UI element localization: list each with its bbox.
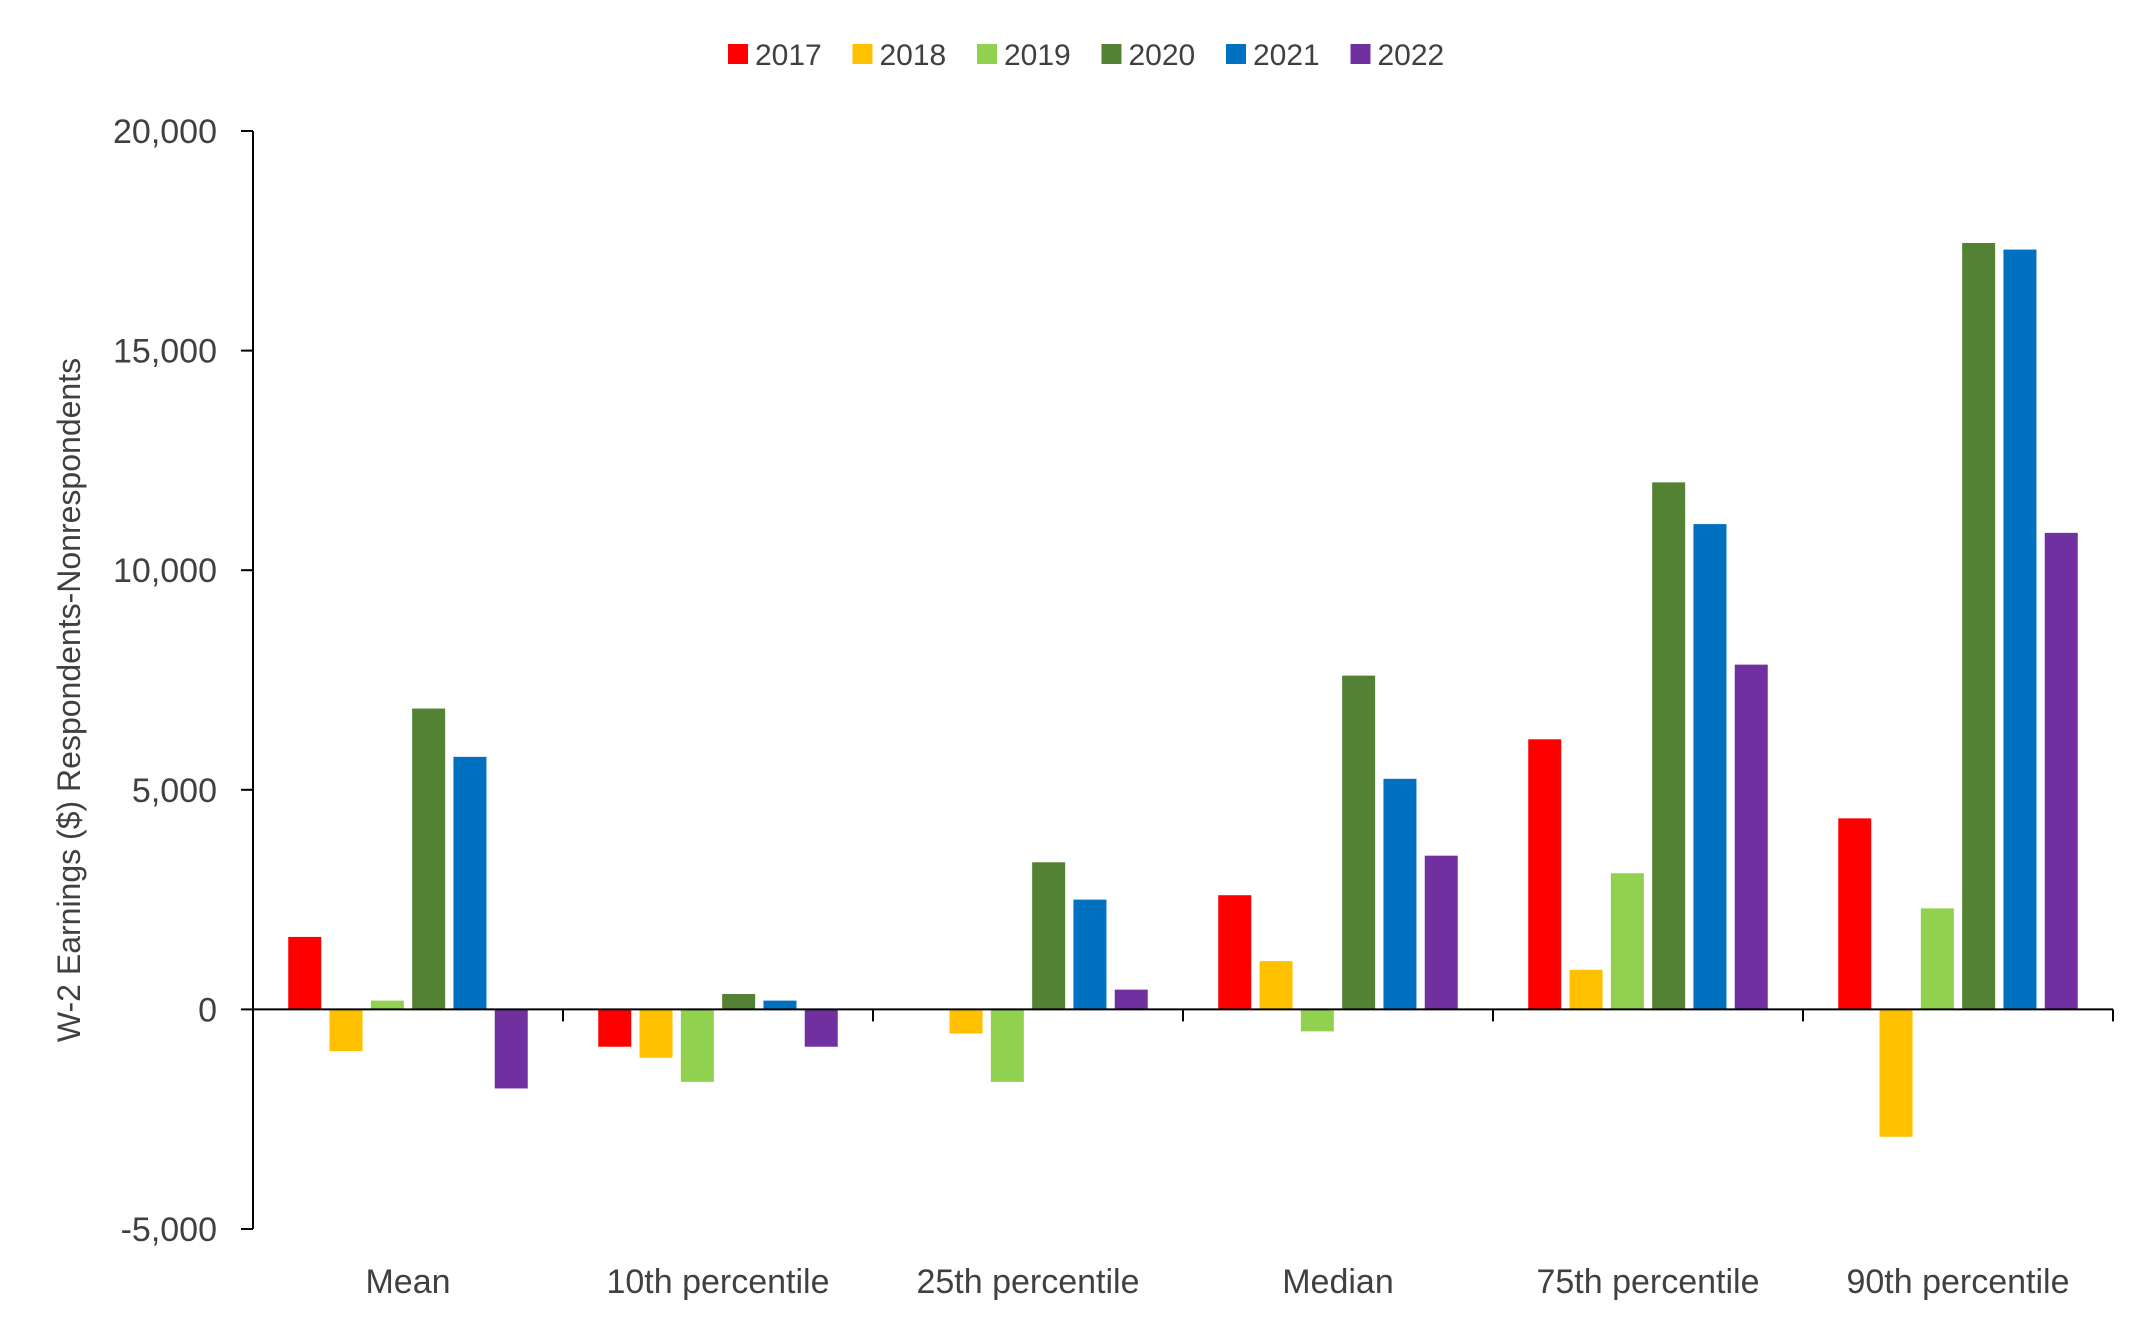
category-label: 75th percentile	[1536, 1263, 1759, 1301]
bar-2019-3	[1300, 1009, 1334, 1032]
legend-label-2020: 2020	[1129, 39, 1196, 72]
bar-2021-5	[2003, 249, 2037, 1010]
bar-2021-4	[1693, 524, 1727, 1010]
bar-2018-1	[639, 1009, 673, 1058]
category-label: 10th percentile	[606, 1263, 829, 1301]
bar-2019-1	[680, 1009, 714, 1082]
y-axis: -5,000 0 5,000 10,000 15,000 20,000	[113, 113, 254, 1249]
legend-label-2018: 2018	[880, 39, 947, 72]
legend-swatch-2018	[852, 44, 873, 64]
bar-2022-4	[1734, 664, 1768, 1010]
bar-2022-5	[2044, 532, 2078, 1010]
legend-swatch-2020	[1101, 44, 1122, 64]
y-axis-title: W-2 Earnings ($) Respondents-Nonresponde…	[51, 358, 87, 1042]
bar-2020-3	[1342, 675, 1376, 1010]
bar-2020-1	[722, 994, 756, 1010]
category-label: Median	[1282, 1263, 1394, 1301]
y-tick-label: 15,000	[113, 333, 217, 371]
x-axis: Mean 10th percentile 25th percentile Median…	[253, 1008, 2114, 1301]
bar-2017-0	[288, 936, 322, 1010]
bar-2022-2	[1114, 989, 1148, 1010]
legend-swatch-2022	[1350, 44, 1371, 64]
legend-label-2017: 2017	[755, 39, 822, 72]
bar-2019-4	[1610, 873, 1644, 1010]
bar-2021-2	[1073, 899, 1107, 1010]
legend-swatch-2019	[977, 44, 997, 64]
bar-2019-2	[990, 1009, 1024, 1082]
category-label: Mean	[365, 1263, 450, 1301]
legend-label-2021: 2021	[1253, 39, 1320, 72]
y-tick-label: -5,000	[121, 1211, 217, 1249]
bar-2022-0	[494, 1009, 528, 1089]
bar-2020-4	[1652, 482, 1686, 1010]
legend: 2017 2018 2019 2020 2021 2022	[728, 39, 1444, 72]
bar-2018-2	[949, 1009, 983, 1034]
bar-2017-4	[1528, 739, 1562, 1010]
bar-2017-3	[1218, 895, 1252, 1010]
bar-2017-1	[598, 1009, 632, 1047]
bar-2020-2	[1032, 862, 1066, 1010]
legend-label-2022: 2022	[1378, 39, 1445, 72]
bar-2019-5	[1920, 908, 1954, 1010]
bar-2021-3	[1383, 778, 1417, 1010]
legend-swatch-2017	[728, 44, 748, 64]
y-tick-label: 5,000	[132, 772, 217, 810]
bar-2020-0	[412, 708, 446, 1010]
y-tick-label: 20,000	[113, 113, 217, 151]
legend-swatch-2021	[1226, 44, 1246, 64]
category-label: 90th percentile	[1846, 1263, 2069, 1301]
bar-2018-4	[1569, 969, 1603, 1010]
y-tick-label: 0	[198, 991, 217, 1029]
bar-2022-3	[1424, 855, 1458, 1010]
bar-2021-0	[453, 756, 487, 1010]
bar-2018-0	[329, 1009, 363, 1052]
bar-2022-1	[804, 1009, 838, 1047]
bar-2019-0	[370, 1000, 404, 1010]
bar-2017-5	[1838, 818, 1872, 1010]
bar-2021-1	[763, 1000, 797, 1010]
bar-2018-3	[1259, 961, 1293, 1010]
bars	[288, 242, 2078, 1137]
category-label: 25th percentile	[916, 1263, 1139, 1301]
bar-2020-5	[1962, 242, 1996, 1010]
y-tick-label: 10,000	[113, 552, 217, 590]
bar-2018-5	[1879, 1009, 1913, 1137]
legend-label-2019: 2019	[1004, 39, 1071, 72]
